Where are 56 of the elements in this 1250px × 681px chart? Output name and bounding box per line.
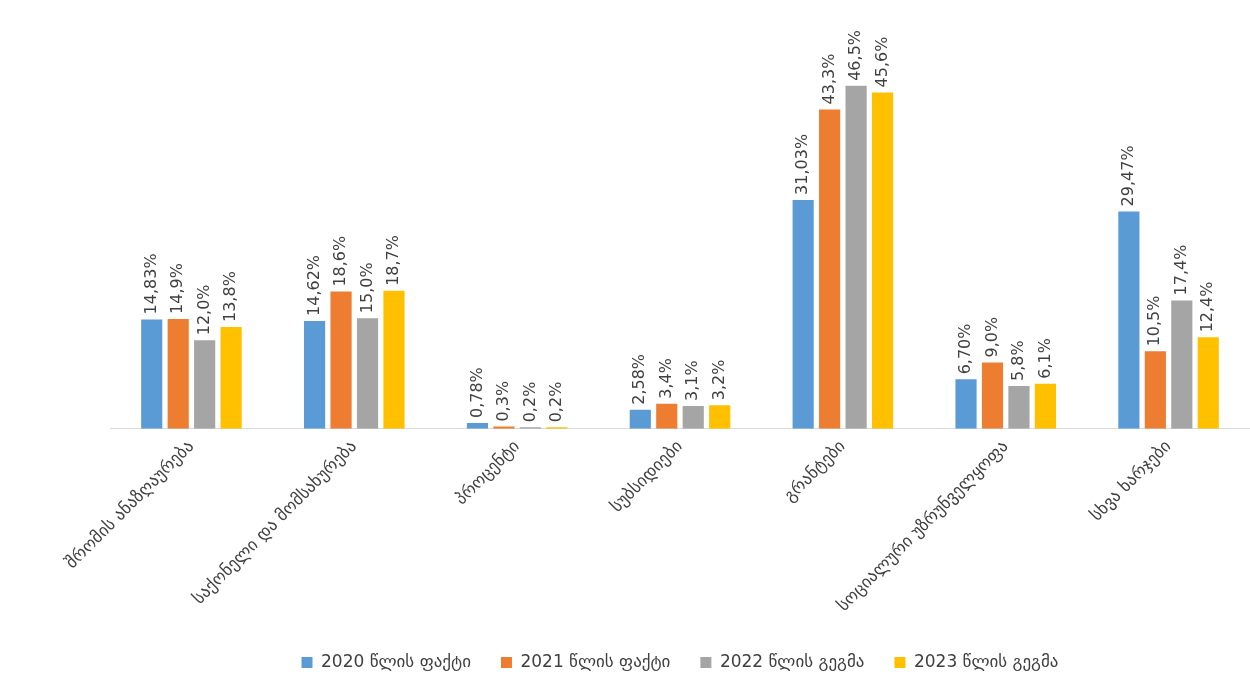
data-label: 14,83%	[140, 253, 160, 315]
data-label: 18,6%	[330, 235, 350, 287]
data-label: 12,4%	[1197, 281, 1217, 333]
bar	[194, 340, 216, 429]
legend-label: 2020 წლის ფაქტი	[321, 650, 471, 671]
bar	[167, 318, 189, 429]
legend-label: 2022 წლის გეგმა	[719, 650, 865, 671]
data-label: 46,5%	[845, 29, 865, 81]
bar	[141, 319, 163, 429]
bar	[304, 320, 326, 429]
data-label: 6,70%	[955, 323, 975, 375]
bar	[871, 92, 894, 429]
bar	[819, 109, 841, 429]
bar	[383, 290, 405, 429]
data-label: 15,0%	[356, 262, 376, 314]
data-label: 2,58%	[629, 353, 649, 405]
data-label: 13,8%	[220, 271, 240, 322]
bar	[1034, 383, 1056, 429]
bar	[1118, 211, 1140, 429]
bar	[656, 403, 678, 429]
bar	[220, 327, 242, 429]
data-label: 0,3%	[493, 380, 513, 422]
legend-label: 2021 წლის ფაქტი	[520, 650, 671, 671]
bar	[955, 379, 977, 429]
bar	[792, 199, 814, 429]
bar	[1008, 386, 1030, 429]
data-label: 18,7%	[383, 235, 403, 286]
data-label: 5,8%	[1008, 340, 1028, 381]
data-label: 12,0%	[193, 284, 213, 336]
data-label: 3,2%	[708, 359, 728, 401]
data-label: 0,78%	[466, 367, 486, 419]
bar	[709, 405, 731, 429]
bar	[981, 362, 1004, 429]
data-label: 10,5%	[1144, 295, 1164, 347]
bar	[1144, 351, 1166, 429]
data-label: 3,1%	[682, 360, 702, 401]
data-label: 17,4%	[1170, 244, 1190, 296]
bar	[330, 291, 352, 429]
data-label: 14,9%	[167, 263, 187, 314]
data-label: 0,2%	[546, 381, 565, 423]
data-label: 43,3%	[818, 53, 838, 105]
data-label: 0,2%	[519, 381, 539, 423]
legend-label: 2023 წლის გეგმა	[913, 650, 1059, 671]
data-label: 29,47%	[1118, 145, 1138, 207]
bar	[356, 318, 379, 429]
bar	[1171, 300, 1193, 429]
data-label: 3,4%	[655, 358, 675, 399]
data-label: 31,03%	[792, 133, 812, 195]
data-label: 45,6%	[871, 36, 891, 88]
bar	[629, 409, 651, 429]
bar	[682, 405, 704, 429]
data-label: 14,62%	[303, 254, 323, 316]
bar	[845, 85, 867, 429]
data-label: 9,0%	[981, 316, 1001, 358]
bar	[1197, 337, 1219, 429]
data-label: 6,1%	[1034, 338, 1054, 379]
